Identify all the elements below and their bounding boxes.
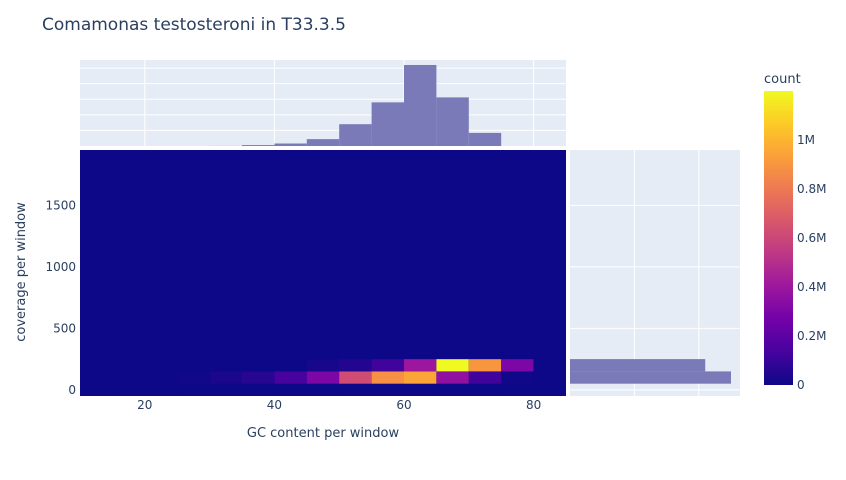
heatmap-cell: [177, 150, 209, 359]
heatmap-cell: [80, 384, 112, 396]
heatmap-cell: [501, 371, 533, 383]
heatmap-cell: [501, 359, 533, 371]
heatmap-cell: [339, 359, 371, 371]
heatmap-cell: [210, 384, 242, 396]
top-histogram-bar: [242, 145, 274, 146]
heatmap-cell: [145, 150, 177, 359]
heatmap-cell: [80, 359, 112, 371]
colorbar-tick-label: 0.6M: [797, 231, 826, 245]
top-histogram-bar: [436, 97, 468, 146]
heatmap-cell: [80, 371, 112, 383]
heatmap-cell: [534, 384, 566, 396]
colorbar-title: count: [764, 72, 801, 87]
chart-title: Comamonas testosteroni in T33.3.5: [42, 15, 346, 35]
heatmap-cell: [210, 150, 242, 359]
right-histogram-bar: [570, 371, 731, 383]
x-tick-label: 60: [396, 398, 411, 412]
colorbar-tick-label: 0.2M: [797, 329, 826, 343]
heatmap-cell: [177, 371, 209, 383]
colorbar-tick-label: 0.8M: [797, 182, 826, 196]
heatmap-cell: [307, 371, 339, 383]
top-histogram-bar: [372, 102, 404, 146]
y-tick-label: 500: [53, 321, 76, 335]
y-axis-label: coverage per window: [14, 202, 29, 342]
heatmap-cell: [436, 371, 468, 383]
heatmap-cell: [436, 359, 468, 371]
colorbar: count 0 0.2M 0.4M 0.6M 0.8M 1M: [764, 72, 826, 392]
top-histogram-bar: [469, 133, 501, 146]
heatmap-cell: [469, 371, 501, 383]
heatmap-cell: [177, 359, 209, 371]
x-axis: 20 40 60 80: [137, 398, 541, 412]
x-axis-label: GC content per window: [247, 426, 400, 441]
heatmap-cell: [404, 359, 436, 371]
heatmap-cell: [112, 150, 144, 359]
colorbar-tick-label: 1M: [797, 133, 815, 147]
heatmap-cell: [242, 150, 274, 359]
heatmap-cell: [501, 150, 533, 359]
heatmap-cell: [145, 359, 177, 371]
y-tick-label: 1000: [45, 260, 76, 274]
heatmap-cell: [534, 359, 566, 371]
y-tick-label: 1500: [45, 198, 76, 212]
x-tick-label: 20: [137, 398, 152, 412]
heatmap: [80, 150, 566, 396]
heatmap-cell: [339, 150, 371, 359]
heatmap-cell: [242, 384, 274, 396]
heatmap-cell: [339, 371, 371, 383]
heatmap-cell: [307, 384, 339, 396]
top-histogram-bar: [274, 144, 306, 146]
heatmap-cell: [404, 384, 436, 396]
top-histogram-bar: [339, 124, 371, 146]
heatmap-cell: [372, 150, 404, 359]
top-histogram-bar: [307, 139, 339, 146]
heatmap-cell: [307, 150, 339, 359]
heatmap-cell: [534, 150, 566, 359]
x-tick-label: 40: [267, 398, 282, 412]
heatmap-cell: [274, 384, 306, 396]
heatmap-cell: [404, 150, 436, 359]
top-histogram-bar: [404, 65, 436, 146]
heatmap-cell: [469, 150, 501, 359]
heatmap-cell: [274, 371, 306, 383]
colorbar-gradient: [764, 91, 793, 385]
heatmap-cell: [177, 384, 209, 396]
right-histogram: [570, 150, 740, 396]
heatmap-cell: [80, 150, 112, 359]
right-histogram-bar: [570, 359, 705, 371]
heatmap-cell: [469, 359, 501, 371]
heatmap-cell: [145, 371, 177, 383]
y-tick-label: 0: [68, 383, 76, 397]
colorbar-tick-label: 0: [797, 378, 805, 392]
heatmap-cell: [112, 384, 144, 396]
top-histogram: [80, 60, 566, 146]
x-tick-label: 80: [526, 398, 541, 412]
heatmap-cell: [372, 359, 404, 371]
heatmap-cell: [436, 150, 468, 359]
heatmap-cell: [145, 384, 177, 396]
y-axis: 0 500 1000 1500: [45, 198, 76, 397]
heatmap-cell: [242, 359, 274, 371]
heatmap-cell: [274, 150, 306, 359]
heatmap-cell: [339, 384, 371, 396]
heatmap-cell: [210, 371, 242, 383]
heatmap-cell: [274, 359, 306, 371]
heatmap-cell: [372, 371, 404, 383]
heatmap-cell: [242, 371, 274, 383]
heatmap-cell: [469, 384, 501, 396]
heatmap-cell: [501, 384, 533, 396]
heatmap-cell: [112, 359, 144, 371]
colorbar-tick-label: 0.4M: [797, 280, 826, 294]
heatmap-cell: [404, 371, 436, 383]
heatmap-cell: [372, 384, 404, 396]
heatmap-cell: [210, 359, 242, 371]
heatmap-cell: [534, 371, 566, 383]
heatmap-cell: [112, 371, 144, 383]
heatmap-cell: [436, 384, 468, 396]
heatmap-cell: [307, 359, 339, 371]
